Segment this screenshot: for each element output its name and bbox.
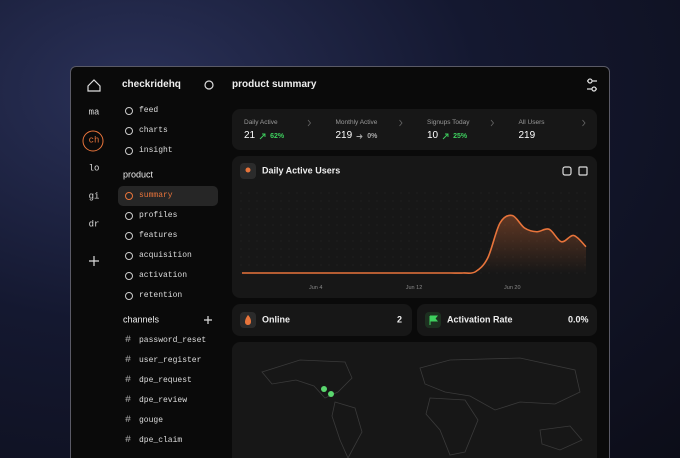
- rail-item: dr: [88, 219, 100, 230]
- rail-item: ch: [88, 135, 100, 146]
- chevron: [307, 119, 312, 127]
- flame-icon: [245, 315, 251, 325]
- nav-item: summary: [139, 191, 173, 200]
- channel-hash: #: [125, 375, 132, 386]
- icons: [87, 78, 597, 324]
- activation-card: [417, 304, 597, 336]
- nav-item: retention: [139, 291, 183, 300]
- chart-title: Daily Active Users: [262, 165, 341, 176]
- x-tick-label: Jun 20: [504, 285, 521, 291]
- card-label: Activation Rate: [447, 314, 513, 325]
- stat-value: 21: [244, 130, 256, 141]
- export-icon: [578, 166, 588, 176]
- flag-icon: [429, 315, 439, 325]
- chevron: [490, 119, 495, 127]
- x-tick-label: Jun 12: [406, 285, 423, 291]
- trend-arrow: [259, 133, 266, 139]
- stat-value: 219: [518, 130, 536, 141]
- add-channel-icon: [204, 316, 212, 324]
- channel-hash: #: [125, 335, 132, 346]
- trend-arrow: [356, 133, 363, 139]
- item-icon: [125, 212, 133, 220]
- map-eurasia: [419, 357, 581, 411]
- card-value: 2: [397, 314, 403, 325]
- map-north-america: [261, 359, 353, 399]
- section-heading: product: [123, 169, 154, 180]
- rail-item: ma: [88, 107, 100, 118]
- chevron: [582, 119, 586, 127]
- channel-item: gouge: [139, 416, 164, 425]
- rail-item: gi: [88, 191, 100, 202]
- stat-row: 21 62%: [244, 131, 284, 141]
- card-value: 0.0%: [568, 314, 589, 325]
- stat-row: 10 25%: [427, 131, 467, 141]
- online-card: [232, 304, 412, 336]
- channel-hash: #: [125, 415, 132, 426]
- item-icon: [125, 147, 133, 155]
- section-heading: channels: [123, 314, 160, 325]
- stat-row: 219 0%: [336, 131, 378, 141]
- trend-arrow: [442, 133, 449, 139]
- add-icon: [89, 256, 99, 266]
- page-title: product summary: [232, 79, 317, 90]
- card-label: Online: [262, 314, 291, 325]
- item-icon: [125, 107, 133, 115]
- x-tick-label: Jun 4: [309, 285, 322, 291]
- item-icon: [125, 252, 133, 260]
- nav-item: profiles: [139, 211, 178, 220]
- filter-knob: [587, 78, 593, 84]
- stat-value: 219: [335, 130, 353, 141]
- item-icon: [125, 232, 133, 240]
- map-point: [321, 386, 327, 392]
- filter-knob: [591, 86, 597, 92]
- item-icon: [125, 272, 133, 280]
- stat-change: 62%: [270, 132, 285, 140]
- item-icon: [125, 127, 133, 135]
- user-icon: [245, 167, 251, 173]
- stat-value: 10: [427, 130, 439, 141]
- item-icon: [125, 192, 133, 200]
- channel-hash: #: [125, 355, 132, 366]
- calendar-icon: [562, 166, 572, 176]
- active-ring: [82, 130, 104, 152]
- channel-item: dpe_review: [139, 396, 188, 405]
- stat-label: Monthly Active: [335, 118, 378, 126]
- active-item-bg: [118, 186, 218, 206]
- workspace-name: checkridehq: [122, 79, 181, 90]
- nav-item: feed: [139, 106, 159, 115]
- chevron: [399, 119, 403, 127]
- home-icon: [87, 79, 101, 92]
- area-fill: [242, 215, 586, 274]
- stat-label: Daily Active: [244, 118, 278, 126]
- nav-item: features: [139, 231, 178, 240]
- rail-item: lo: [88, 163, 100, 174]
- stat-label: Signups Today: [427, 118, 470, 126]
- channel-hash: #: [125, 395, 132, 406]
- map-africa: [425, 397, 479, 456]
- nav-item: acquisition: [139, 251, 192, 260]
- map-point: [328, 391, 334, 397]
- settings-icon: [204, 80, 214, 90]
- stat-change: 25%: [453, 132, 468, 140]
- nav-item: insight: [139, 146, 173, 155]
- map-south-america: [331, 401, 363, 458]
- line: [242, 214, 587, 275]
- channel-item: user_register: [139, 356, 202, 365]
- item-icon: [125, 292, 133, 300]
- nav-item: charts: [139, 126, 168, 135]
- channel-item: dpe_request: [139, 376, 192, 385]
- stat-row: 219: [519, 131, 536, 141]
- world-map: [261, 357, 583, 458]
- channel-item: dpe_claim: [139, 436, 183, 445]
- stat-label: All Users: [518, 118, 545, 126]
- map-australia: [539, 425, 583, 451]
- channel-item: password_reset: [139, 336, 207, 345]
- stats-card: [232, 109, 597, 150]
- stat-change: 0%: [367, 132, 378, 140]
- channel-hash: #: [125, 435, 132, 446]
- nav-item: activation: [139, 271, 188, 280]
